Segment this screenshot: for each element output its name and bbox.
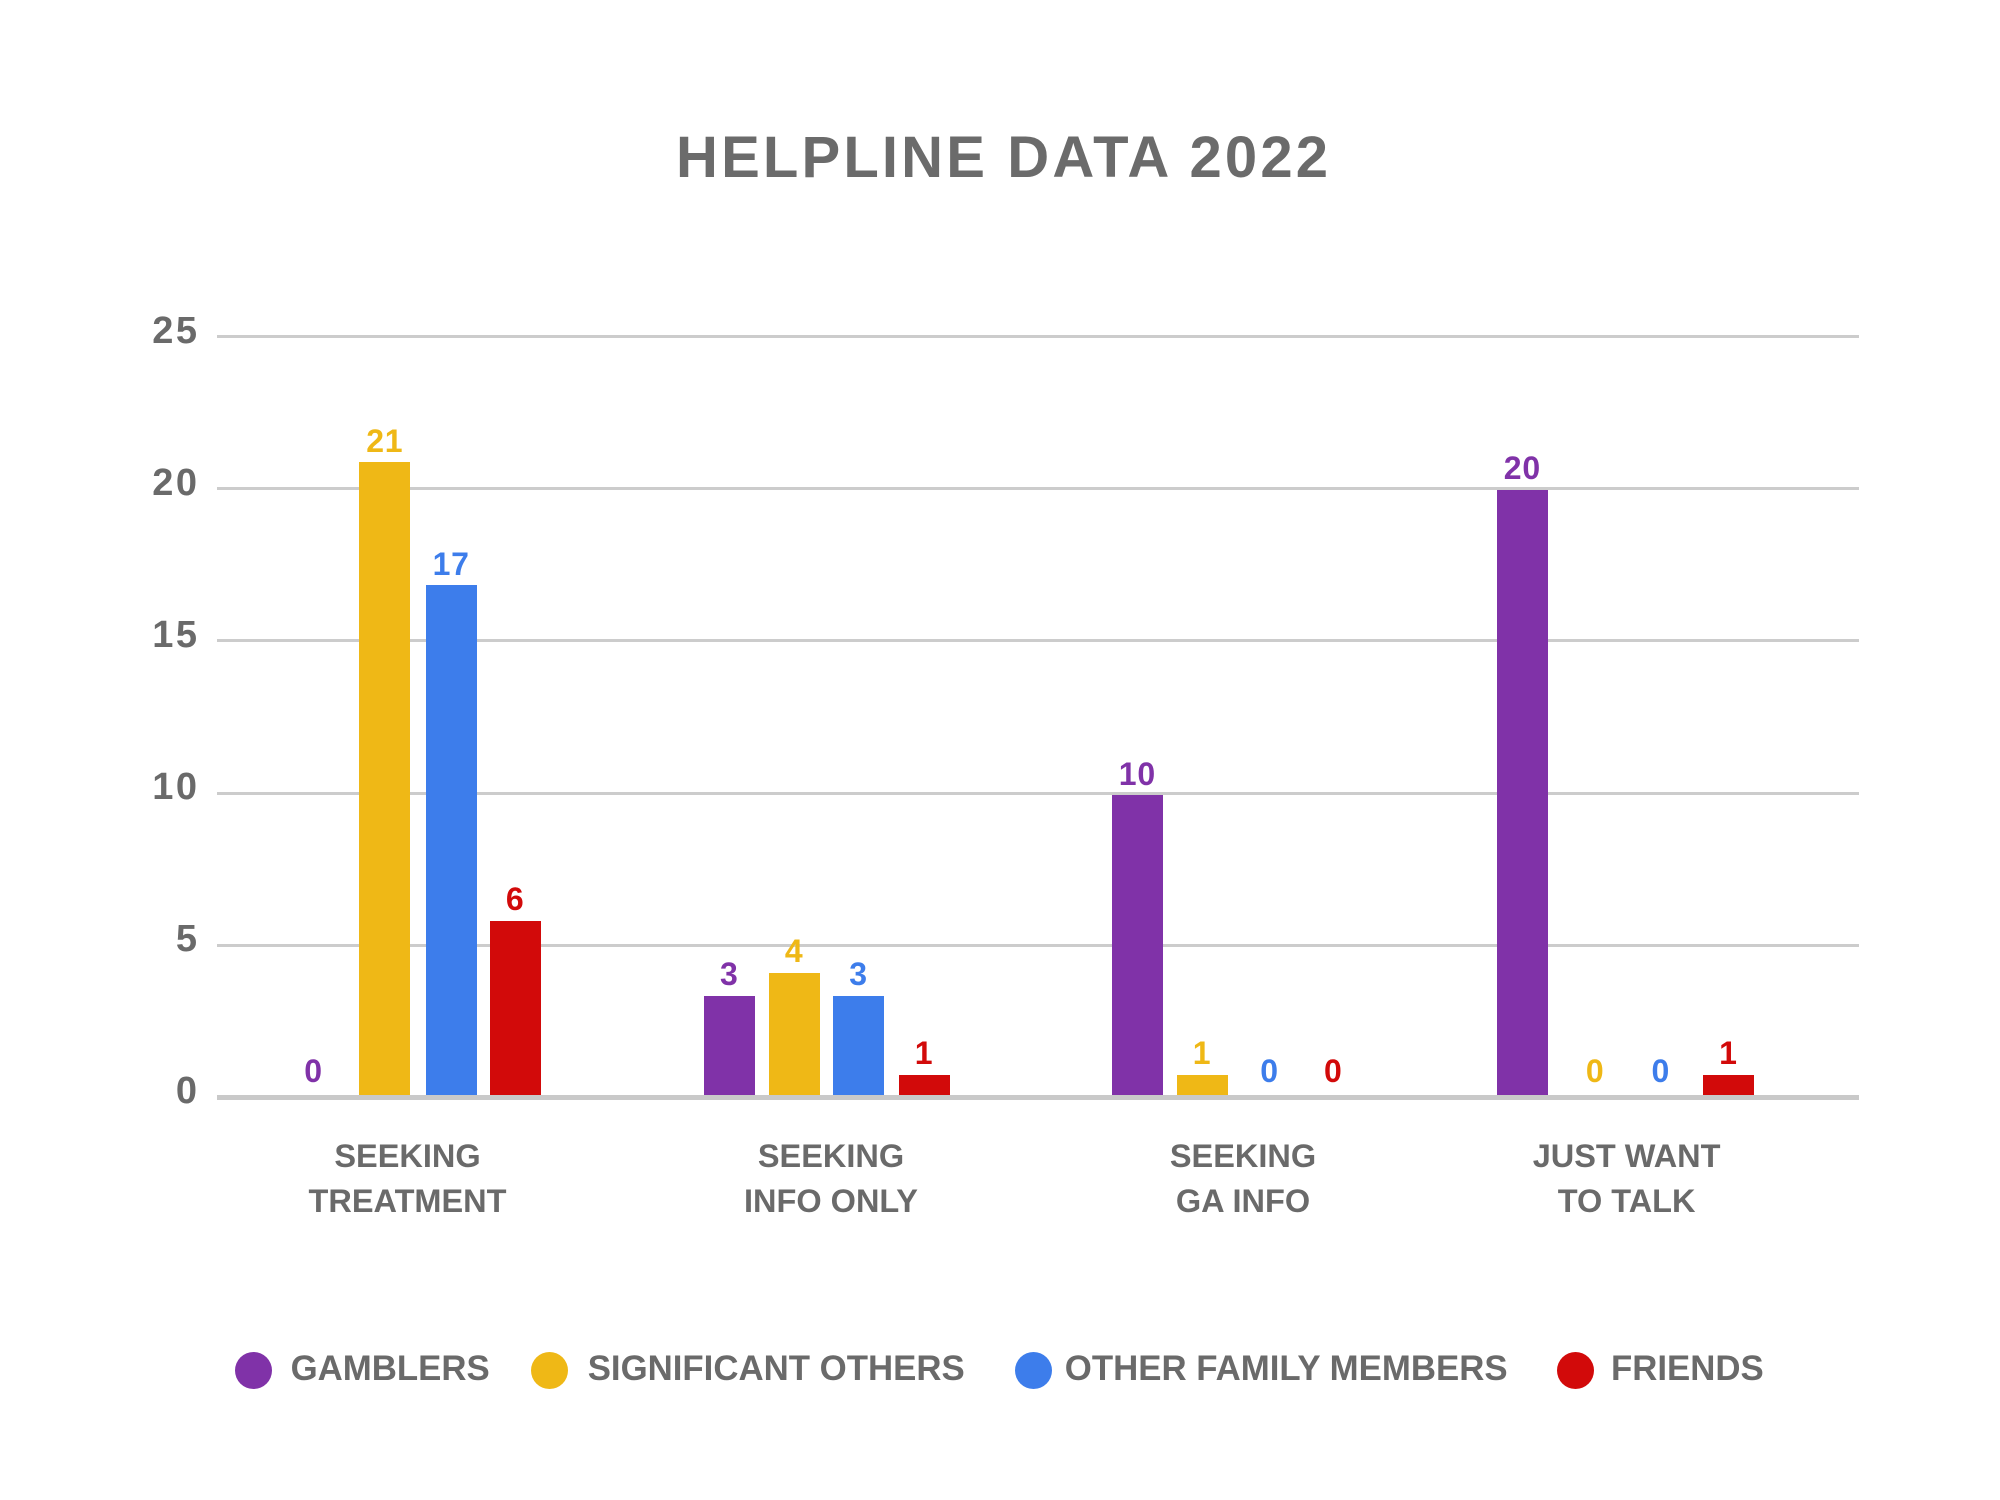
bar-friends-seeking-treatment bbox=[489, 920, 541, 1098]
y-tick-label-15: 15 bbox=[152, 613, 200, 656]
value-label-significant-others-seeking-treatment: 21 bbox=[366, 422, 404, 459]
y-tick-label-20: 20 bbox=[152, 461, 200, 504]
gridline-25 bbox=[217, 335, 1859, 339]
value-label-gamblers-seeking-info-only: 3 bbox=[719, 956, 739, 993]
category-label-just-want-to-talk-line2: TO TALK bbox=[1557, 1182, 1696, 1219]
legend-dot-friends bbox=[1556, 1351, 1594, 1389]
y-tick-label-0: 0 bbox=[175, 1070, 200, 1113]
bar-significant-others-seeking-treatment bbox=[359, 462, 411, 1098]
y-tick-label-25: 25 bbox=[152, 309, 200, 352]
x-axis-line bbox=[217, 1094, 1859, 1100]
bar-gamblers-seeking-info-only bbox=[703, 995, 755, 1098]
category-label-seeking-info-only-line2: INFO ONLY bbox=[744, 1182, 918, 1219]
y-tick-label-5: 5 bbox=[175, 918, 200, 961]
chart-title: HELPLINE DATA 2022 bbox=[676, 125, 1332, 190]
value-label-other-family-members-seeking-info-only: 3 bbox=[849, 956, 868, 993]
legend-label-gamblers: GAMBLERS bbox=[290, 1348, 490, 1388]
category-label-seeking-treatment-line1: SEEKING bbox=[334, 1137, 481, 1174]
category-label-seeking-ga-info-line1: SEEKING bbox=[1169, 1137, 1317, 1174]
category-label-seeking-treatment-line2: TREATMENT bbox=[308, 1182, 507, 1219]
value-label-other-family-members-seeking-ga-info: 0 bbox=[1260, 1052, 1279, 1089]
legend-label-friends: FRIENDS bbox=[1611, 1348, 1764, 1388]
category-label-just-want-to-talk-line1: JUST WANT bbox=[1532, 1137, 1721, 1174]
value-label-gamblers-just-want-to-talk: 20 bbox=[1503, 450, 1541, 487]
bar-friends-just-want-to-talk bbox=[1702, 1074, 1754, 1098]
bar-other-family-members-seeking-treatment bbox=[425, 585, 477, 1098]
gridline-5 bbox=[217, 943, 1859, 947]
legend-dot-significant-others bbox=[531, 1351, 569, 1389]
bar-friends-seeking-info-only bbox=[898, 1074, 950, 1098]
value-label-friends-just-want-to-talk: 1 bbox=[1719, 1035, 1738, 1072]
bar-other-family-members-seeking-info-only bbox=[833, 995, 884, 1098]
value-label-friends-seeking-treatment: 6 bbox=[505, 881, 525, 918]
value-label-gamblers-seeking-treatment: 0 bbox=[304, 1052, 323, 1089]
bar-gamblers-seeking-ga-info bbox=[1111, 795, 1163, 1098]
legend-label-significant-others: SIGNIFICANT OTHERS bbox=[587, 1348, 965, 1388]
legend-label-other-family-members: OTHER FAMILY MEMBERS bbox=[1064, 1348, 1508, 1388]
value-label-significant-others-seeking-info-only: 4 bbox=[784, 933, 804, 970]
bar-gamblers-just-want-to-talk bbox=[1496, 489, 1548, 1098]
value-label-friends-seeking-ga-info: 0 bbox=[1323, 1052, 1343, 1089]
legend-dot-other-family-members bbox=[1014, 1351, 1052, 1389]
category-label-seeking-ga-info-line2: GA INFO bbox=[1175, 1182, 1311, 1219]
bar-significant-others-seeking-info-only bbox=[768, 972, 820, 1098]
value-label-other-family-members-seeking-treatment: 17 bbox=[432, 545, 470, 582]
value-label-gamblers-seeking-ga-info: 10 bbox=[1118, 755, 1156, 792]
value-label-significant-others-just-want-to-talk: 0 bbox=[1585, 1052, 1605, 1089]
gridline-10 bbox=[217, 791, 1859, 795]
y-tick-label-10: 10 bbox=[152, 766, 200, 809]
value-label-other-family-members-just-want-to-talk: 0 bbox=[1651, 1052, 1671, 1089]
value-label-significant-others-seeking-ga-info: 1 bbox=[1192, 1035, 1212, 1072]
value-label-friends-seeking-info-only: 1 bbox=[914, 1035, 934, 1072]
category-label-seeking-info-only-line1: SEEKING bbox=[757, 1137, 905, 1174]
legend-dot-gamblers bbox=[234, 1351, 272, 1389]
gridline-15 bbox=[217, 639, 1859, 643]
bar-significant-others-seeking-ga-info bbox=[1176, 1074, 1228, 1098]
gridline-20 bbox=[217, 487, 1859, 491]
